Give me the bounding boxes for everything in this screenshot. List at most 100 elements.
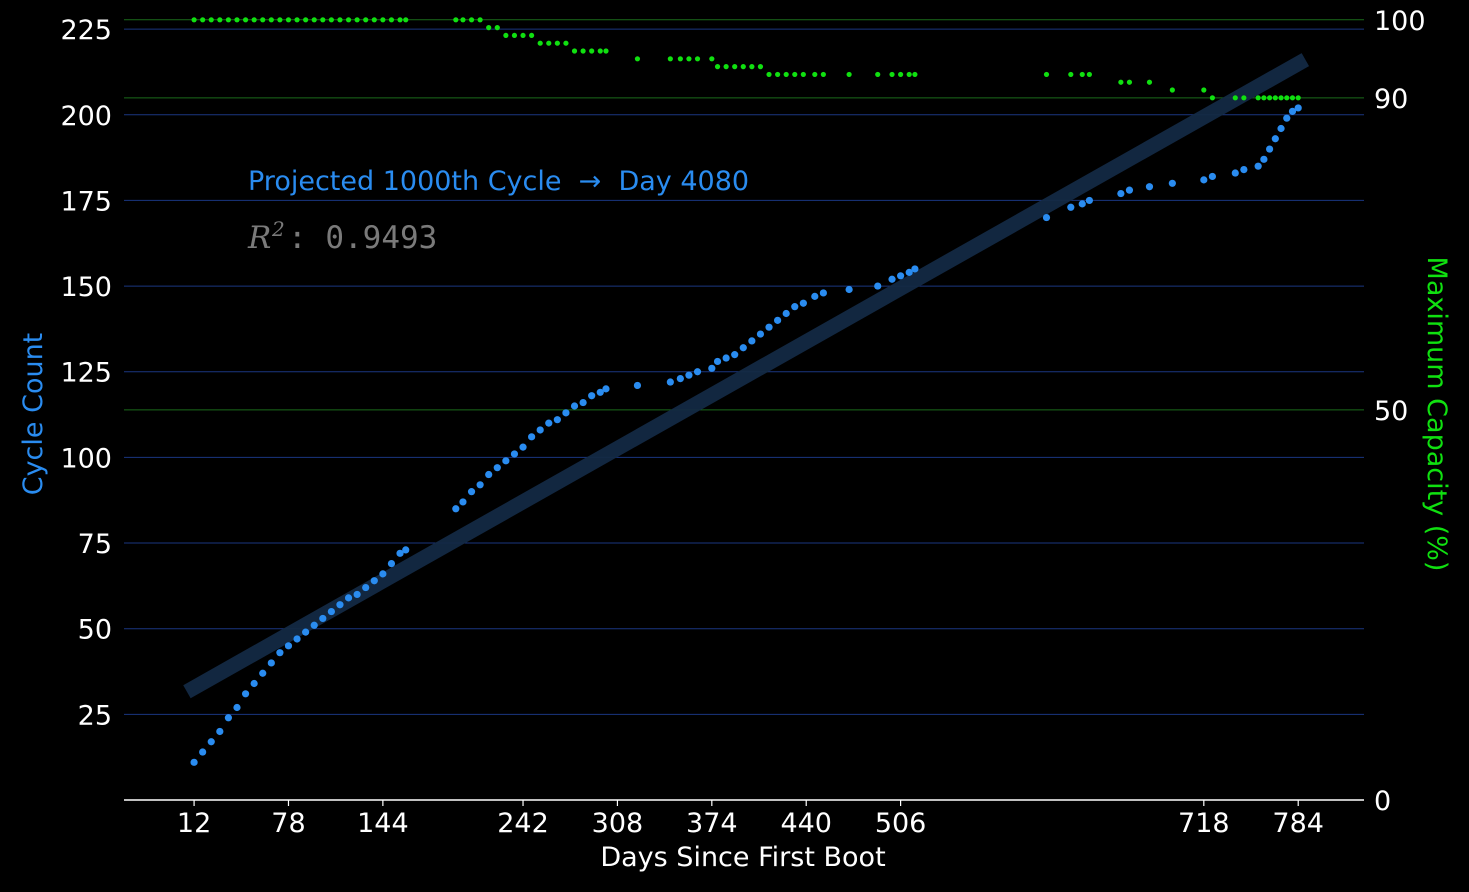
y-left-tick-label: 175 [60, 186, 112, 217]
capacity-point [757, 64, 764, 70]
x-tick-label: 242 [497, 808, 549, 839]
cycle-point [1294, 104, 1302, 112]
trendline-group [183, 53, 1310, 699]
cycle-point [874, 282, 882, 290]
capacity-point [345, 17, 352, 23]
cycle-point [1145, 183, 1154, 191]
x-tick-label: 12 [177, 808, 211, 839]
r2-symbol: R [247, 220, 271, 256]
cycle-point [1271, 135, 1279, 143]
x-tick-label: 718 [1178, 808, 1230, 839]
capacity-point [320, 17, 326, 23]
capacity-point [820, 71, 826, 78]
cycle-count-series [190, 104, 1302, 766]
capacity-point [311, 17, 317, 23]
capacity-point [511, 32, 518, 39]
capacity-point [337, 17, 343, 23]
cycle-point [387, 560, 396, 568]
x-axis-title: Days Since First Boot [600, 842, 885, 873]
cycle-point [267, 659, 275, 667]
capacity-point [486, 25, 492, 31]
cycle-point [216, 727, 224, 736]
capacity-point [403, 17, 409, 23]
cycle-point [1117, 189, 1125, 198]
capacity-point [775, 71, 781, 78]
x-tick-label: 440 [780, 808, 832, 839]
cycle-point [782, 309, 790, 318]
x-tick-label: 144 [357, 808, 409, 839]
capacity-point [477, 17, 483, 23]
capacity-point [1068, 71, 1074, 78]
cycle-point [1277, 124, 1285, 133]
capacity-point [1261, 95, 1267, 101]
cycle-point [476, 481, 484, 489]
cycle-point [467, 488, 476, 496]
capacity-point [363, 17, 369, 23]
x-tick-label: 506 [875, 808, 927, 839]
r-squared-annotation: R 2 : 0.9493 [247, 217, 437, 256]
capacity-point [709, 56, 715, 62]
capacity-point [468, 17, 475, 23]
cycle-point [765, 323, 773, 331]
cycle-point [708, 364, 716, 372]
cycle-point [1231, 169, 1239, 177]
capacity-point [589, 48, 595, 54]
capacity-point [1278, 95, 1284, 101]
capacity-point [783, 71, 789, 78]
capacity-point [285, 17, 292, 23]
cycle-point [713, 357, 722, 366]
capacity-gridlines [124, 19, 1364, 411]
capacity-point [563, 40, 569, 46]
trendline [183, 53, 1310, 699]
capacity-point [898, 71, 904, 78]
capacity-point [388, 17, 395, 23]
capacity-point [667, 56, 673, 62]
projection-annotation: Projected 1000th Cycle → Day 4080 [248, 166, 749, 197]
capacity-point [268, 17, 274, 23]
capacity-point [460, 17, 466, 23]
capacity-point [1284, 95, 1290, 101]
cycle-gridlines [124, 28, 1364, 715]
y-right-tick-label: 50 [1374, 396, 1408, 427]
cycle-point [799, 299, 807, 307]
y-left-tick-label: 150 [60, 272, 112, 303]
capacity-point [686, 56, 692, 62]
y-left-tick-label: 50 [78, 615, 112, 646]
cycle-point [1283, 114, 1291, 122]
cycle-point [911, 265, 919, 273]
y-left-tick-label: 225 [60, 15, 112, 46]
capacity-point [603, 48, 609, 54]
capacity-point [546, 40, 552, 46]
capacity-point [580, 48, 586, 54]
cycle-point [1067, 203, 1075, 211]
capacity-point [354, 17, 360, 23]
y-left-axis-title: Cycle Count [18, 333, 49, 496]
capacity-point [200, 17, 206, 23]
y-left-tick-label: 100 [60, 443, 112, 474]
cycle-point [1078, 200, 1086, 208]
capacity-point [294, 17, 300, 23]
cycle-point [493, 464, 501, 472]
capacity-point [677, 56, 683, 62]
cycle-point [1085, 196, 1093, 205]
cycle-point [528, 433, 536, 441]
capacity-point [766, 71, 772, 78]
cycle-point [1200, 176, 1208, 184]
cycle-point [327, 607, 335, 616]
cycle-point [190, 758, 198, 766]
cycle-point [1208, 172, 1216, 181]
y-left-tick-label: 200 [60, 101, 112, 132]
capacity-point [800, 71, 806, 78]
cycle-point [459, 498, 467, 506]
capacity-point [1201, 87, 1207, 93]
cycle-point [545, 419, 553, 427]
cycle-point [319, 614, 327, 623]
cycle-point [774, 316, 782, 324]
capacity-point [740, 64, 746, 70]
cycle-point [579, 398, 587, 407]
capacity-point [529, 32, 535, 39]
cycle-point [402, 546, 410, 554]
cycle-point [1042, 213, 1051, 222]
